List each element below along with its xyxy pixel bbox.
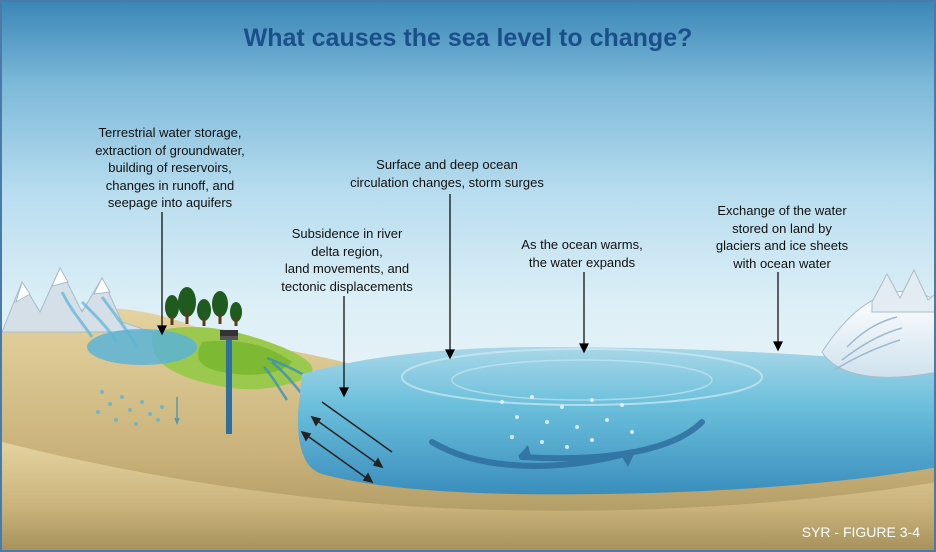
figure-frame: What causes the sea level to change? Ter… [0,0,936,552]
glacier-right [822,270,936,377]
trees-group [165,287,242,326]
label-exchange: Exchange of the waterstored on land bygl… [682,202,882,272]
illustration-svg [2,2,936,552]
label-subsidence: Subsidence in riverdelta region,land mov… [252,225,442,295]
label-warming: As the ocean warms,the water expands [492,236,672,271]
figure-title: What causes the sea level to change? [2,24,934,53]
figure-footer: SYR - FIGURE 3-4 [802,524,920,540]
label-terrestrial: Terrestrial water storage,extraction of … [70,124,270,212]
ocean-body [298,347,936,494]
reservoir-lake [87,329,197,365]
label-circulation: Surface and deep oceancirculation change… [322,156,572,191]
